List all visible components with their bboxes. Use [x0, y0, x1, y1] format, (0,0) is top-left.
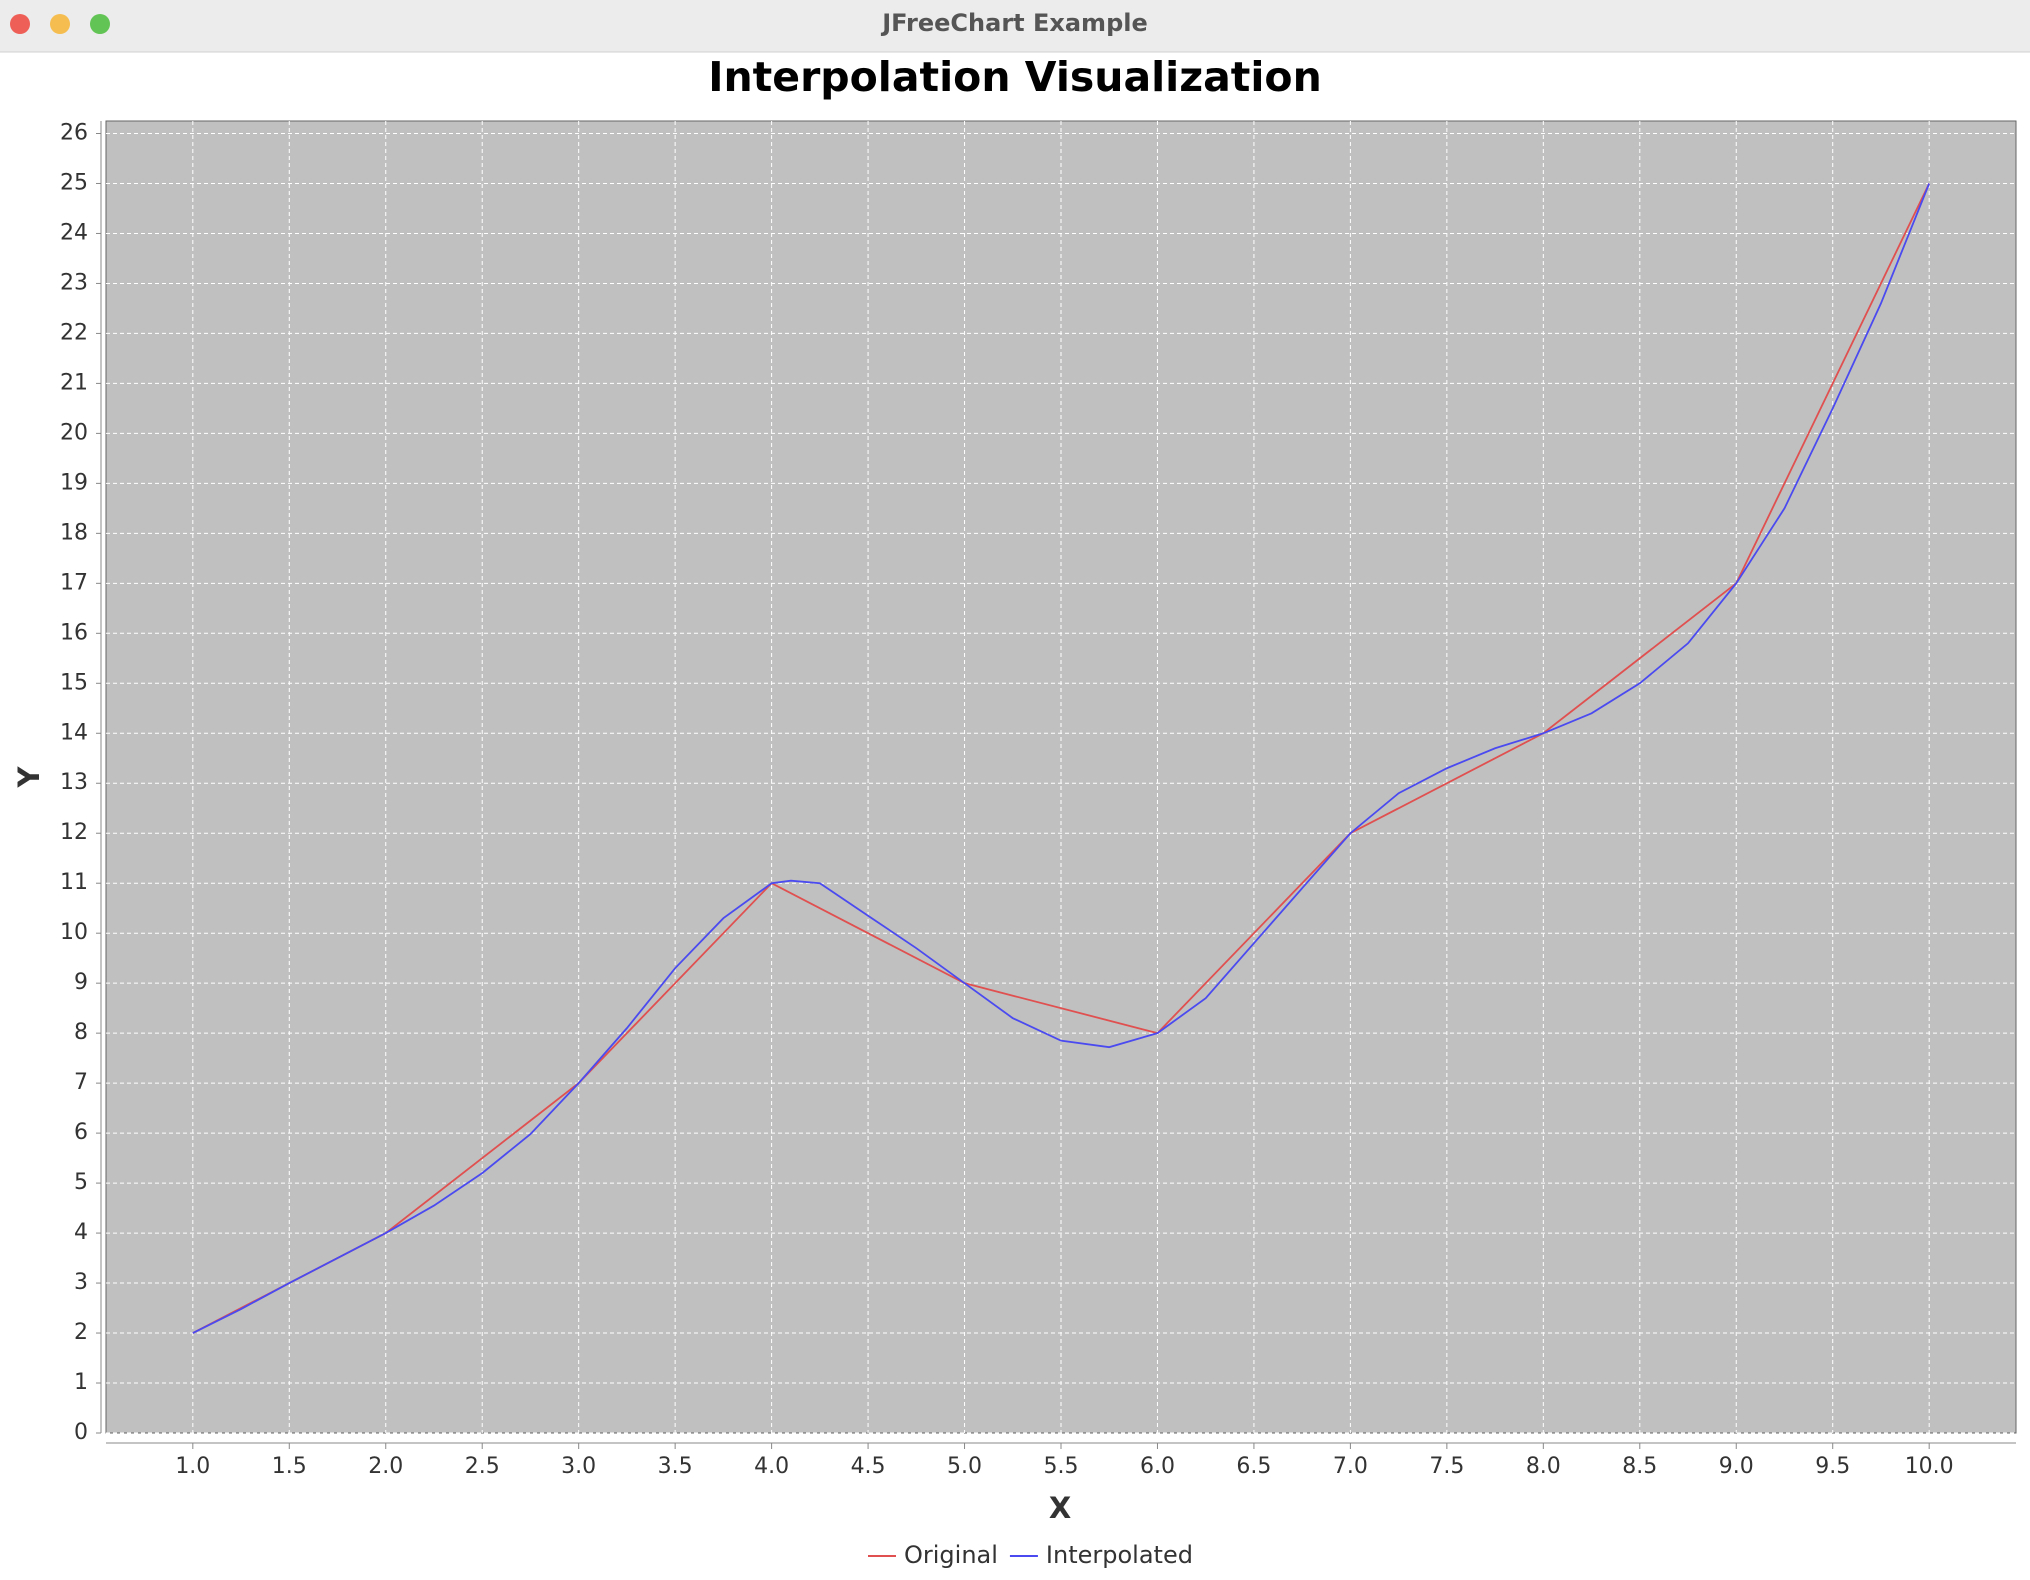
y-tick-label: 16 — [60, 620, 88, 645]
y-tick-label: 25 — [60, 170, 88, 195]
y-tick-label: 1 — [74, 1370, 88, 1395]
y-tick-label: 22 — [60, 320, 88, 345]
x-tick-label: 8.0 — [1526, 1454, 1561, 1479]
y-tick-label: 14 — [60, 720, 88, 745]
x-tick-label: 5.0 — [947, 1454, 982, 1479]
series-line — [192, 183, 1931, 1334]
x-tick-label: 8.5 — [1622, 1454, 1657, 1479]
series-line — [192, 183, 1930, 1334]
x-tick-label: 9.0 — [1719, 1454, 1754, 1479]
x-axis-label: X — [1049, 1491, 1071, 1525]
x-tick-label: 3.5 — [658, 1454, 693, 1479]
y-tick-label: 13 — [60, 770, 88, 795]
y-tick-label: 9 — [74, 970, 88, 995]
y-tick-label: 6 — [74, 1120, 88, 1145]
x-tick-label: 4.0 — [754, 1454, 789, 1479]
y-tick-label: 7 — [74, 1070, 88, 1095]
x-tick-label: 4.5 — [851, 1454, 886, 1479]
legend-label: Interpolated — [1046, 1541, 1193, 1569]
y-tick-label: 17 — [60, 570, 88, 595]
legend-label: Original — [904, 1541, 998, 1569]
y-tick-label: 3 — [74, 1270, 88, 1295]
y-tick-label: 19 — [60, 470, 88, 495]
y-tick-label: 4 — [74, 1220, 88, 1245]
chart-title: Interpolation Visualization — [708, 53, 1322, 101]
y-tick-label: 10 — [60, 920, 88, 945]
zoom-button[interactable] — [90, 14, 110, 34]
x-tick-label: 2.5 — [465, 1454, 500, 1479]
y-tick-label: 18 — [60, 520, 88, 545]
y-tick-label: 8 — [74, 1020, 88, 1045]
y-axis-label: Y — [12, 766, 46, 789]
x-tick-label: 7.5 — [1429, 1454, 1464, 1479]
x-tick-label: 1.5 — [272, 1454, 307, 1479]
minimize-button[interactable] — [50, 14, 70, 34]
y-tick-label: 0 — [74, 1420, 88, 1445]
x-tick-label: 6.0 — [1140, 1454, 1175, 1479]
window-title: JFreeChart Example — [880, 9, 1148, 37]
y-tick-label: 2 — [74, 1320, 88, 1345]
title-bar — [0, 0, 2030, 52]
y-tick-label: 21 — [60, 370, 88, 395]
x-tick-label: 10.0 — [1905, 1454, 1954, 1479]
y-tick-label: 24 — [60, 220, 88, 245]
y-tick-label: 26 — [60, 120, 88, 145]
y-tick-label: 12 — [60, 820, 88, 845]
x-tick-label: 1.0 — [175, 1454, 210, 1479]
x-tick-label: 9.5 — [1815, 1454, 1850, 1479]
x-tick-label: 5.5 — [1044, 1454, 1079, 1479]
x-tick-label: 2.0 — [368, 1454, 403, 1479]
y-tick-label: 15 — [60, 670, 88, 695]
y-tick-label: 5 — [74, 1170, 88, 1195]
close-button[interactable] — [10, 14, 30, 34]
y-tick-label: 23 — [60, 270, 88, 295]
x-tick-label: 3.0 — [561, 1454, 596, 1479]
y-tick-label: 20 — [60, 420, 88, 445]
x-tick-label: 7.0 — [1333, 1454, 1368, 1479]
y-tick-label: 11 — [60, 870, 88, 895]
x-tick-label: 6.5 — [1236, 1454, 1271, 1479]
